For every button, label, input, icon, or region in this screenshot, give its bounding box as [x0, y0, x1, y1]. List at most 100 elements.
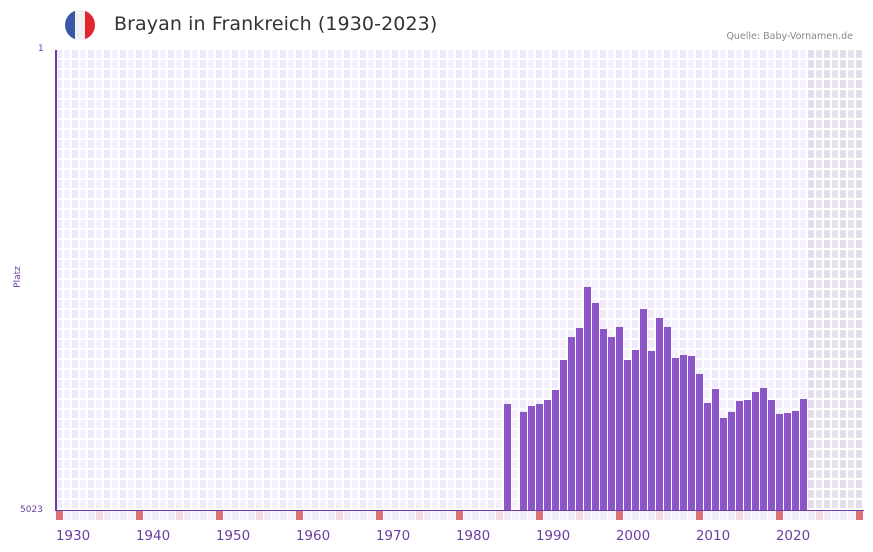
year-marker [192, 511, 199, 520]
grid-column [400, 50, 408, 510]
bar-2017[interactable] [752, 392, 759, 510]
bar-2001[interactable] [624, 360, 631, 510]
bar-2002[interactable] [632, 350, 639, 510]
year-marker [704, 511, 711, 520]
bar-1990[interactable] [536, 404, 543, 510]
bar-2003[interactable] [640, 309, 647, 510]
bar-2013[interactable] [720, 418, 727, 510]
year-marker [272, 511, 279, 520]
decade-marker [536, 511, 543, 520]
year-marker [608, 511, 615, 520]
grid-column [272, 50, 280, 510]
bar-2008[interactable] [680, 354, 687, 510]
bar-1999[interactable] [608, 336, 615, 510]
year-marker [200, 511, 207, 520]
year-marker [144, 511, 151, 520]
grid-column [672, 50, 680, 510]
grid-column [856, 50, 864, 510]
y-axis-bottom-label: 5023 [20, 505, 43, 515]
bar-2011[interactable] [704, 403, 711, 510]
bar-1988[interactable] [520, 411, 527, 510]
decade-marker [296, 511, 303, 520]
x-tick-label: 2010 [695, 528, 731, 544]
bar-1994[interactable] [568, 336, 575, 510]
grid-column [416, 50, 424, 510]
bar-1991[interactable] [544, 399, 551, 510]
bar-2019[interactable] [768, 399, 775, 510]
grid-column [328, 50, 336, 510]
year-marker [352, 511, 359, 520]
bar-2004[interactable] [648, 351, 655, 510]
year-marker [680, 511, 687, 520]
bar-2012[interactable] [712, 388, 719, 510]
grid-column [728, 50, 736, 510]
year-marker [264, 511, 271, 520]
year-marker [832, 511, 839, 520]
grid-column [184, 50, 192, 510]
x-tick-label: 1990 [535, 528, 571, 544]
bar-2005[interactable] [656, 318, 663, 510]
grid-column [528, 50, 536, 510]
bar-2000[interactable] [616, 326, 623, 510]
bar-2022[interactable] [792, 410, 799, 510]
year-marker [768, 511, 775, 520]
grid-column [296, 50, 304, 510]
year-marker [240, 511, 247, 520]
grid-column [576, 50, 584, 510]
year-marker [88, 511, 95, 520]
grid-column [656, 50, 664, 510]
year-marker [368, 511, 375, 520]
year-marker [824, 511, 831, 520]
grid-column [464, 50, 472, 510]
year-marker [792, 511, 799, 520]
bar-2010[interactable] [696, 374, 703, 510]
year-marker [120, 511, 127, 520]
bar-2021[interactable] [784, 412, 791, 510]
year-marker [128, 511, 135, 520]
grid-column [344, 50, 352, 510]
grid-column [128, 50, 136, 510]
year-marker [672, 511, 679, 520]
bar-2006[interactable] [664, 326, 671, 510]
bar-2009[interactable] [688, 355, 695, 510]
grid-column [824, 50, 832, 510]
year-marker [232, 511, 239, 520]
grid-column [192, 50, 200, 510]
year-marker [744, 511, 751, 520]
grid-column [80, 50, 88, 510]
bar-2016[interactable] [744, 399, 751, 510]
bar-1997[interactable] [592, 302, 599, 510]
y-axis-top-label: 1 [38, 44, 44, 54]
bar-1996[interactable] [584, 287, 591, 510]
bar-2014[interactable] [728, 411, 735, 510]
year-marker [400, 511, 407, 520]
decade-marker [376, 511, 383, 520]
year-marker [224, 511, 231, 520]
bar-2007[interactable] [672, 357, 679, 510]
bar-1998[interactable] [600, 329, 607, 510]
year-marker [648, 511, 655, 520]
bar-1995[interactable] [576, 328, 583, 510]
france-flag-icon [65, 10, 95, 40]
year-marker [808, 511, 815, 520]
year-markers [56, 511, 864, 520]
bar-2015[interactable] [736, 400, 743, 510]
bar-2020[interactable] [776, 413, 783, 510]
grid-column [256, 50, 264, 510]
year-marker [384, 511, 391, 520]
bar-1992[interactable] [552, 389, 559, 510]
bar-2018[interactable] [760, 387, 767, 510]
year-marker [512, 511, 519, 520]
bar-2023[interactable] [800, 398, 807, 510]
bar-1989[interactable] [528, 406, 535, 510]
year-marker [112, 511, 119, 520]
grid-column [520, 50, 528, 510]
bar-1993[interactable] [560, 360, 567, 510]
year-marker [168, 511, 175, 520]
grid-column [704, 50, 712, 510]
grid-column [800, 50, 808, 510]
grid-column [696, 50, 704, 510]
bar-1986[interactable] [504, 404, 511, 510]
year-marker [288, 511, 295, 520]
year-marker [312, 511, 319, 520]
